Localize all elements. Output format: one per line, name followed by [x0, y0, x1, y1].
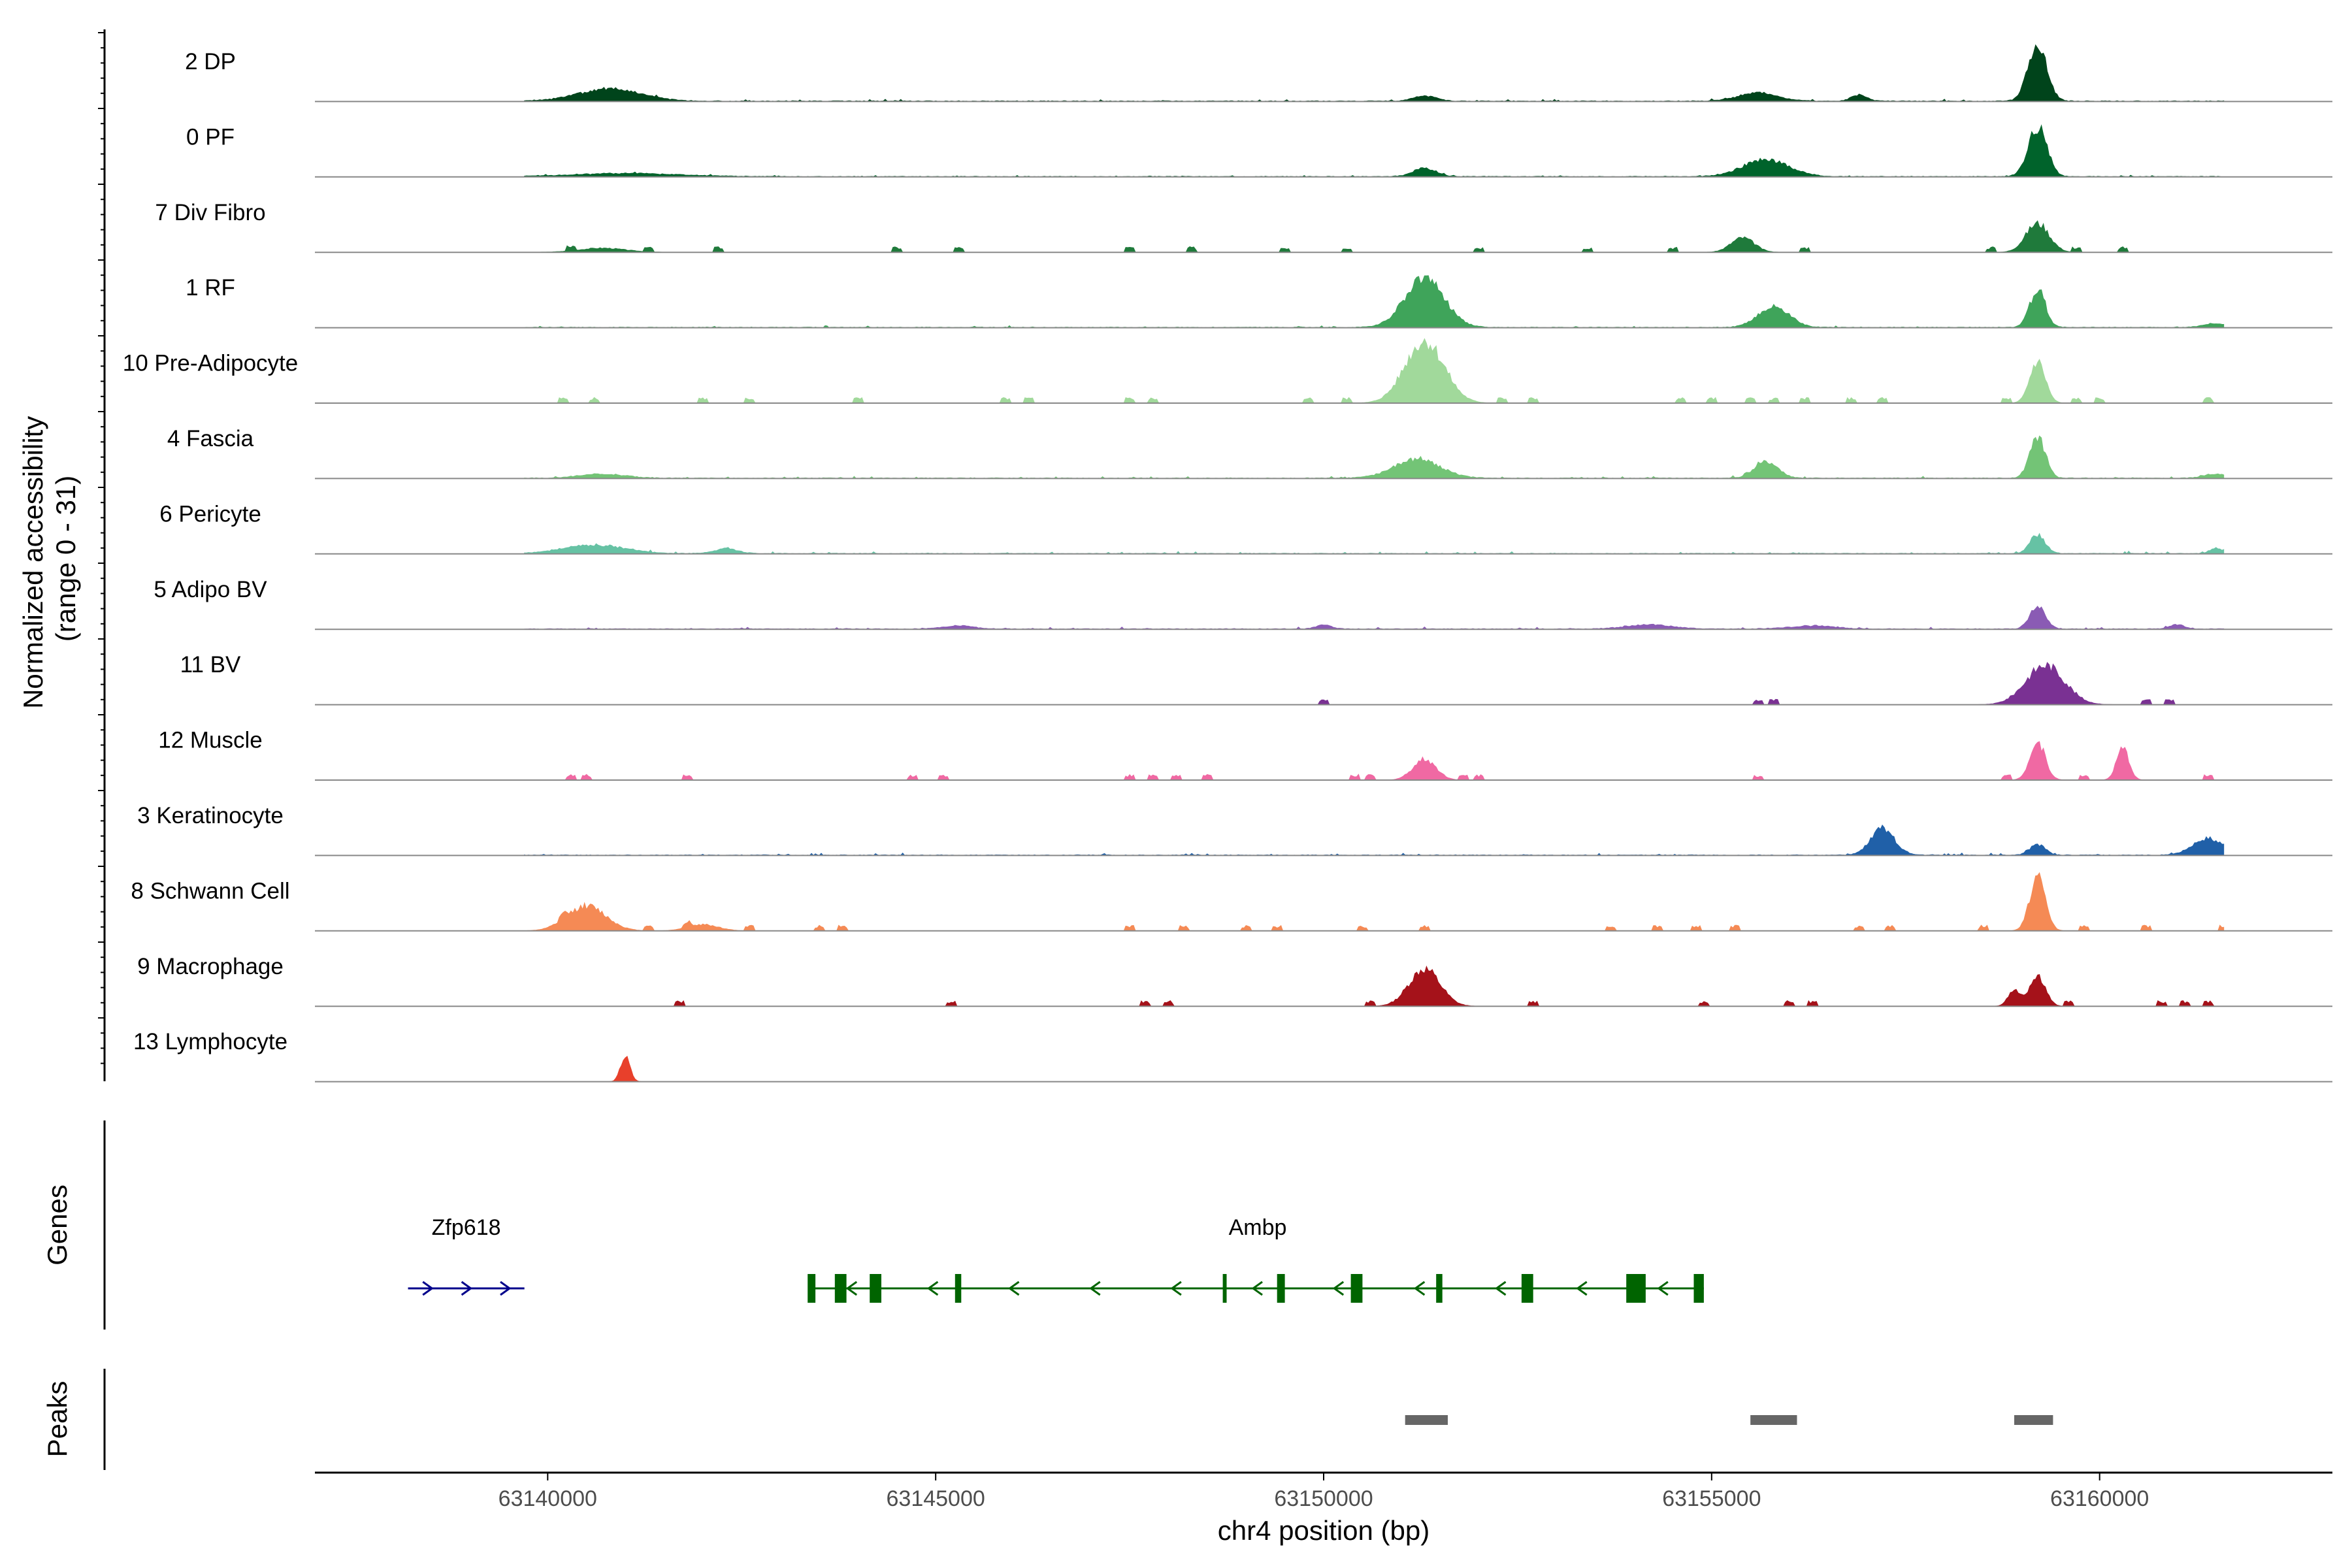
x-tick-label: 63160000 [2050, 1486, 2149, 1511]
track-8-schwann-cell: 8 Schwann Cell [131, 872, 2332, 932]
coverage-area [524, 824, 2225, 856]
x-tick-label: 63150000 [1274, 1486, 1373, 1511]
coverage-area [524, 220, 2224, 253]
peaks-axis-title: Peaks [42, 1381, 73, 1458]
track-label: 12 Muscle [158, 728, 263, 753]
exon [870, 1274, 881, 1303]
strand-arrow [1494, 1281, 1507, 1296]
track-label: 6 Pericyte [159, 501, 261, 527]
exon [1350, 1274, 1363, 1303]
strand-arrow [1170, 1281, 1182, 1296]
gene-label: Ambp [1229, 1215, 1287, 1240]
track-label: 2 DP [185, 49, 236, 74]
track-1-rf: 1 RF [186, 275, 2332, 329]
x-axis-title: chr4 position (bp) [1218, 1515, 1430, 1546]
strand-arrow [461, 1281, 473, 1296]
strand-arrow [1007, 1281, 1020, 1296]
coverage-area [524, 338, 2224, 404]
track-label: 3 Keratinocyte [137, 803, 284, 828]
strand-arrow [1251, 1281, 1263, 1296]
coverage-tracks: 2 DP 0 PF 7 Div Fibro 1 RF 10 Pre-Adipocyte 4… [123, 44, 2332, 1083]
coverage-area [524, 44, 2225, 102]
track-7-div-fibro: 7 Div Fibro [155, 200, 2332, 253]
gene-ambp: Ambp [808, 1215, 1704, 1303]
strand-arrow [500, 1281, 512, 1296]
coverage-area [524, 275, 2225, 329]
exon [1521, 1274, 1533, 1303]
coverage-area [524, 606, 2225, 630]
track-0-pf: 0 PF [186, 124, 2332, 178]
coverage-y-axis-title: Normalized accessibility (range 0 - 31) [18, 408, 81, 709]
track-6-pericyte: 6 Pericyte [159, 501, 2332, 555]
peaks-panel: Peaks [42, 1369, 2053, 1470]
track-4-fascia: 4 Fascia [167, 426, 2332, 480]
track-label: 1 RF [186, 275, 235, 301]
track-label: 5 Adipo BV [154, 577, 267, 602]
gene-label: Zfp618 [432, 1215, 501, 1240]
exon [1693, 1274, 1704, 1303]
genes-axis-title: Genes [42, 1184, 73, 1266]
exon [1626, 1274, 1646, 1303]
track-13-lymphocyte: 13 Lymphocyte [133, 1029, 2332, 1083]
track-label: 10 Pre-Adipocyte [123, 351, 298, 376]
coverage-area [524, 1056, 2224, 1083]
track-9-macrophage: 9 Macrophage [137, 954, 2332, 1007]
track-label: 13 Lymphocyte [133, 1029, 287, 1054]
y-axis-title-line2: (range 0 - 31) [50, 476, 81, 642]
strand-arrow [1576, 1281, 1588, 1296]
track-label: 9 Macrophage [137, 954, 284, 979]
strand-arrow [1657, 1281, 1669, 1296]
strand-arrow [1089, 1281, 1101, 1296]
coverage-area [524, 435, 2225, 479]
x-tick-label: 63145000 [887, 1486, 985, 1511]
coverage-area [524, 662, 2224, 706]
exon [834, 1274, 847, 1303]
exon [1222, 1274, 1227, 1303]
track-label: 11 BV [180, 652, 241, 678]
track-12-muscle: 12 Muscle [158, 728, 2332, 781]
exon [1436, 1274, 1443, 1303]
track-label: 0 PF [186, 124, 235, 150]
exon [1277, 1274, 1285, 1303]
track-label: 4 Fascia [167, 426, 254, 451]
strand-arrow [1413, 1281, 1426, 1296]
track-label: 8 Schwann Cell [131, 878, 289, 904]
coverage-area [524, 872, 2225, 932]
strand-arrow [422, 1281, 434, 1296]
coverage-panel: Normalized accessibility (range 0 - 31) … [18, 29, 2332, 1083]
x-axis-ticks: 63140000 63145000 63150000 63155000 63160000 [498, 1473, 2149, 1511]
strand-arrow [926, 1281, 939, 1296]
exon [955, 1274, 962, 1303]
coverage-area [524, 124, 2225, 178]
strand-arrow [1332, 1281, 1345, 1296]
coverage-y-axis-ticks [98, 32, 105, 1064]
x-tick-label: 63140000 [498, 1486, 597, 1511]
track-3-keratinocyte: 3 Keratinocyte [137, 803, 2332, 857]
coverage-area [524, 532, 2225, 555]
peak-bar [1750, 1415, 1797, 1425]
coverage-area [524, 965, 2224, 1007]
track-10-pre-adipocyte: 10 Pre-Adipocyte [123, 338, 2332, 404]
peak-bar [2014, 1415, 2053, 1425]
gene-models: Zfp618 Ambp [408, 1215, 1704, 1303]
exon [808, 1274, 816, 1303]
track-2-dp: 2 DP [185, 44, 2332, 103]
peak-bars [1405, 1415, 2053, 1425]
track-label: 7 Div Fibro [155, 200, 265, 225]
genes-panel: Genes Zfp618 Ambp [42, 1120, 1704, 1330]
track-11-bv: 11 BV [180, 652, 2332, 706]
track-5-adipo-bv: 5 Adipo BV [154, 577, 2332, 630]
coverage-area [524, 741, 2224, 781]
x-tick-label: 63155000 [1662, 1486, 1761, 1511]
strand-arrow [845, 1281, 858, 1296]
peak-bar [1405, 1415, 1448, 1425]
x-axis: 63140000 63145000 63150000 63155000 63160000… [315, 1471, 2332, 1546]
y-axis-title-line1: Normalized accessibility [18, 416, 48, 709]
gene-zfp618: Zfp618 [408, 1215, 525, 1296]
